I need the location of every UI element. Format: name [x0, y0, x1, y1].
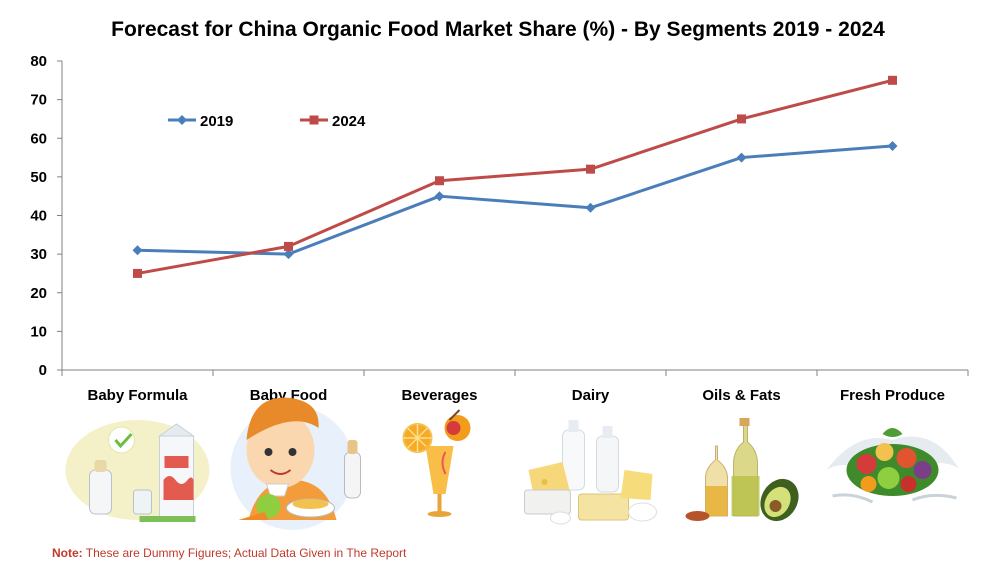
- legend-item: 2019: [168, 113, 233, 130]
- series-layer: [132, 75, 898, 278]
- category-label: Beverages: [402, 387, 478, 404]
- data-point: [283, 249, 294, 260]
- y-tick-label: 60: [30, 130, 47, 147]
- data-point: [133, 268, 142, 278]
- dairy-icon: [524, 420, 657, 525]
- series-line: [137, 144, 893, 256]
- note-text: These are Dummy Figures; Actual Data Giv…: [82, 546, 407, 560]
- fresh-produce-icon: [826, 428, 959, 504]
- series-2019: [132, 140, 898, 260]
- y-tick-label: 40: [30, 208, 47, 225]
- footnote: Note: These are Dummy Figures; Actual Da…: [52, 546, 406, 560]
- data-point: [888, 75, 897, 85]
- data-point: [887, 140, 898, 151]
- data-point: [177, 115, 187, 125]
- chart-title: Forecast for China Organic Food Market S…: [111, 18, 885, 41]
- category-label: Oils & Fats: [702, 387, 780, 404]
- data-point: [736, 152, 747, 163]
- data-point: [737, 114, 746, 124]
- y-tick-label: 50: [30, 169, 47, 186]
- data-point: [132, 245, 143, 256]
- category-labels: Baby Formula Baby Food Beverages Dairy Oils …: [87, 387, 945, 404]
- y-tick-label: 0: [39, 362, 47, 379]
- legend-label: 2024: [332, 113, 366, 130]
- y-tick-label: 70: [30, 92, 47, 109]
- chart-axes: 0 10 20 30 40 50 60 70 80: [30, 53, 969, 379]
- y-tick-label: 20: [30, 285, 47, 302]
- beverages-icon: [402, 409, 471, 517]
- series-2024: [133, 75, 897, 278]
- legend-item: 2024: [300, 113, 366, 130]
- data-point: [284, 241, 293, 251]
- oils-fats-icon: [685, 418, 799, 522]
- y-tick-label: 30: [30, 246, 47, 263]
- y-tick-label: 80: [30, 53, 47, 70]
- data-point: [435, 176, 444, 186]
- category-illustrations: [65, 397, 959, 530]
- data-point: [434, 191, 445, 202]
- category-label: Baby Formula: [87, 387, 188, 404]
- data-point: [586, 164, 595, 174]
- series-line: [137, 78, 893, 275]
- baby-formula-icon: [65, 420, 210, 522]
- category-label: Dairy: [572, 387, 610, 404]
- data-point: [309, 115, 319, 125]
- legend-label: 2019: [200, 113, 233, 130]
- category-label: Fresh Produce: [840, 387, 945, 404]
- note-label: Note:: [52, 546, 83, 560]
- data-point: [585, 202, 596, 213]
- category-label: Baby Food: [250, 387, 328, 404]
- y-tick-label: 10: [30, 323, 47, 340]
- legend: 2019 2024: [168, 113, 366, 130]
- baby-food-icon: [230, 397, 361, 530]
